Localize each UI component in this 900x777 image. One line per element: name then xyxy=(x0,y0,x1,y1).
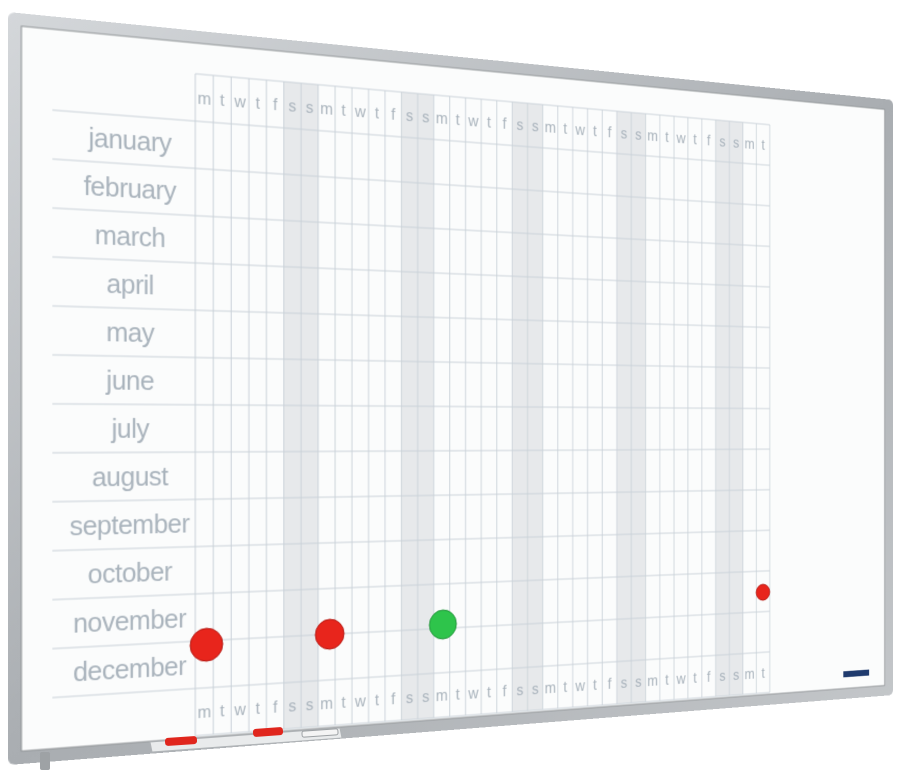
day-header: m xyxy=(545,119,556,137)
day-header: m xyxy=(745,136,755,153)
day-footer: w xyxy=(575,677,586,695)
day-footer: w xyxy=(467,684,478,702)
day-header: t xyxy=(761,137,764,153)
day-header: t xyxy=(693,131,697,148)
day-footer: s xyxy=(635,673,642,690)
day-header: s xyxy=(621,125,628,142)
day-footer: m xyxy=(436,687,448,705)
day-footer: t xyxy=(375,691,379,709)
day-footer: t xyxy=(563,679,567,696)
day-footer: f xyxy=(273,698,277,717)
day-header: s xyxy=(733,135,739,152)
month-label: march xyxy=(95,220,166,253)
day-header: t xyxy=(375,104,379,122)
day-header: f xyxy=(608,124,612,141)
day-header: w xyxy=(233,92,246,111)
day-header: w xyxy=(467,112,478,130)
day-footer: t xyxy=(255,699,259,718)
month-label: july xyxy=(111,414,150,444)
month-label: september xyxy=(69,509,189,541)
day-header: w xyxy=(575,121,586,139)
day-footer: s xyxy=(621,674,628,691)
day-footer: s xyxy=(719,668,725,685)
day-footer: m xyxy=(647,672,658,689)
month-label: august xyxy=(92,461,169,491)
day-header: s xyxy=(532,118,539,136)
day-footer: t xyxy=(693,670,697,687)
day-header: t xyxy=(563,120,567,137)
month-label: november xyxy=(73,603,187,638)
day-footer: s xyxy=(289,697,297,716)
day-header: m xyxy=(198,89,212,109)
marker-red xyxy=(252,727,284,737)
day-footer: t xyxy=(341,693,345,711)
day-footer: w xyxy=(233,700,246,719)
day-header: s xyxy=(289,97,297,116)
marker-red xyxy=(164,736,198,746)
day-footer: s xyxy=(532,680,539,698)
board-surface: m t w t f s s m t w t f s s m t w t f s s m t w t f s s m t w t f s s m tm t w… xyxy=(8,12,894,765)
month-label: april xyxy=(107,269,154,300)
day-header: s xyxy=(516,116,523,134)
eraser xyxy=(301,728,339,738)
month-label: may xyxy=(106,317,155,348)
month-label: october xyxy=(88,557,173,589)
day-footer: t xyxy=(665,672,669,689)
day-header: f xyxy=(391,106,395,124)
grid: m t w t f s s m t w t f s s m t w t f s s m t w t f s s m t w t f s s m tm t w… xyxy=(52,61,769,746)
day-header: s xyxy=(719,133,725,150)
day-footer: m xyxy=(745,666,755,683)
day-footer: t xyxy=(487,684,491,702)
day-header: t xyxy=(665,129,669,146)
day-footer: w xyxy=(676,671,686,688)
day-footer: t xyxy=(220,702,225,721)
surface xyxy=(21,26,884,751)
day-footer: s xyxy=(516,681,523,699)
day-footer: w xyxy=(354,692,366,711)
day-header: t xyxy=(487,114,491,132)
frame-corner xyxy=(40,752,50,770)
day-header: f xyxy=(707,132,711,149)
day-footer: f xyxy=(608,676,612,693)
day-header: f xyxy=(503,115,507,133)
day-footer: s xyxy=(422,688,429,706)
day-header: s xyxy=(635,126,642,143)
day-header: t xyxy=(220,91,225,110)
day-header: m xyxy=(436,109,448,128)
day-footer: f xyxy=(391,690,395,708)
day-footer: s xyxy=(306,696,314,715)
day-footer: f xyxy=(503,683,507,700)
day-header: s xyxy=(406,107,413,125)
day-footer: f xyxy=(707,669,711,686)
month-label: february xyxy=(84,171,177,206)
day-header: s xyxy=(422,108,429,126)
day-header: t xyxy=(255,94,259,113)
day-footer: s xyxy=(406,689,413,707)
day-footer: s xyxy=(733,667,739,684)
month-label: january xyxy=(88,122,173,157)
day-footer: m xyxy=(320,694,333,713)
day-footer: m xyxy=(545,679,556,697)
day-header: s xyxy=(306,98,314,117)
day-header: t xyxy=(341,101,345,119)
day-header: t xyxy=(593,123,597,140)
month-label: june xyxy=(105,365,154,395)
day-footer: t xyxy=(761,665,764,681)
day-footer: t xyxy=(593,677,597,694)
month-label: december xyxy=(73,651,187,687)
day-header: t xyxy=(456,111,460,129)
day-header: m xyxy=(320,100,333,119)
day-header: w xyxy=(354,102,366,121)
day-header: f xyxy=(273,96,277,115)
day-footer: m xyxy=(198,703,212,723)
day-header: m xyxy=(647,127,658,144)
day-header: w xyxy=(676,130,686,147)
day-footer: t xyxy=(456,686,460,704)
